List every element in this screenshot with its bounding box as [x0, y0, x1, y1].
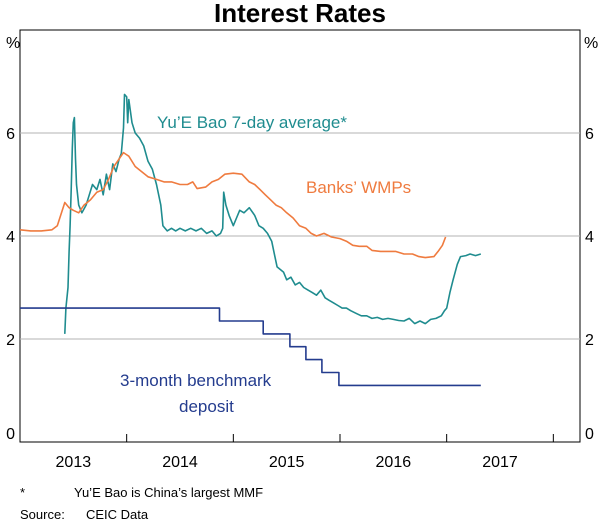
y-tick-right-4: 4 — [585, 229, 594, 246]
x-tick-2014: 2014 — [162, 454, 198, 471]
x-tick-2013: 2013 — [56, 454, 92, 471]
y-tick-right-6: 6 — [585, 126, 594, 143]
label-benchmark-line1: 3-month benchmark — [120, 371, 272, 390]
y-tick-left-0: 0 — [6, 426, 15, 443]
gridlines — [20, 132, 580, 340]
y-tick-right-2: 2 — [585, 332, 594, 349]
series-line-1 — [19, 151, 447, 259]
source-text: CEIC Data — [86, 507, 149, 522]
y-tick-left-6: 6 — [6, 126, 15, 143]
x-tick-2016: 2016 — [376, 454, 412, 471]
label-benchmark-line2: deposit — [179, 397, 234, 416]
y-tick-labels-left: 0 2 4 6 — [6, 126, 15, 443]
y-tick-right-0: 0 — [585, 426, 594, 443]
x-tick-labels: 2013 2014 2015 2016 2017 — [56, 454, 518, 471]
y-tick-left-4: 4 — [6, 229, 15, 246]
y-tick-left-2: 2 — [6, 332, 15, 349]
source-label: Source: — [20, 507, 65, 522]
series-lines — [19, 93, 482, 387]
label-banks-wmps: Banks’ WMPs — [306, 178, 411, 197]
label-yue-bao: Yu’E Bao 7-day average* — [157, 113, 347, 132]
x-tick-2015: 2015 — [269, 454, 305, 471]
series-line-2 — [20, 307, 481, 387]
x-tick-2017: 2017 — [482, 454, 518, 471]
series-line-0 — [64, 93, 482, 334]
y-unit-right: % — [584, 35, 598, 52]
y-unit-left: % — [6, 35, 20, 52]
footnote-text: Yu’E Bao is China’s largest MMF — [74, 485, 263, 500]
chart-title: Interest Rates — [214, 0, 386, 28]
y-tick-labels-right: 0 2 4 6 — [585, 126, 594, 443]
footnote-marker: * — [20, 485, 25, 500]
x-tick-marks — [126, 434, 554, 442]
